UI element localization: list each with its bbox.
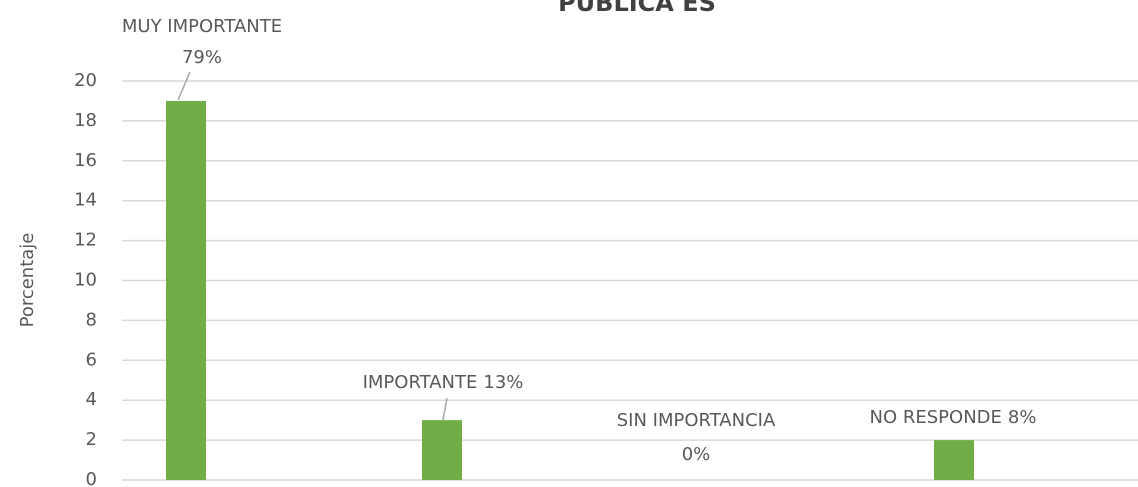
y-tick-label: 2	[86, 429, 97, 450]
data-label: NO RESPONDE 8%	[870, 407, 1037, 428]
data-label-category: NO RESPONDE	[870, 407, 1002, 428]
y-axis-label: Porcentaje	[17, 233, 38, 328]
bar	[166, 100, 206, 480]
leader-line	[177, 71, 191, 101]
bar	[934, 440, 974, 480]
y-tick-label: 18	[74, 110, 97, 131]
y-tick-label: 20	[74, 70, 97, 91]
y-tick-label: 16	[74, 150, 97, 171]
y-tick-label: 6	[86, 349, 97, 370]
leader-line	[442, 397, 448, 421]
y-tick-label: 4	[86, 389, 97, 410]
data-label-category: MUY IMPORTANTE	[122, 16, 282, 37]
data-label-percent: 0%	[682, 444, 711, 465]
data-label-category: SIN IMPORTANCIA	[617, 410, 776, 431]
bar	[422, 420, 462, 480]
y-tick-label: 14	[74, 190, 97, 211]
data-label: IMPORTANTE 13%	[363, 372, 524, 393]
y-tick-label: 12	[74, 230, 97, 251]
data-label-percent: 13%	[483, 372, 523, 393]
y-tick-label: 10	[74, 270, 97, 291]
data-label-category: IMPORTANTE	[363, 372, 478, 393]
data-label-percent: 79%	[182, 47, 222, 68]
chart-title: PUBLICA ES	[558, 0, 716, 17]
data-label-percent: 8%	[1008, 407, 1037, 428]
y-tick-label: 8	[86, 309, 97, 330]
y-tick-label: 0	[86, 469, 97, 487]
